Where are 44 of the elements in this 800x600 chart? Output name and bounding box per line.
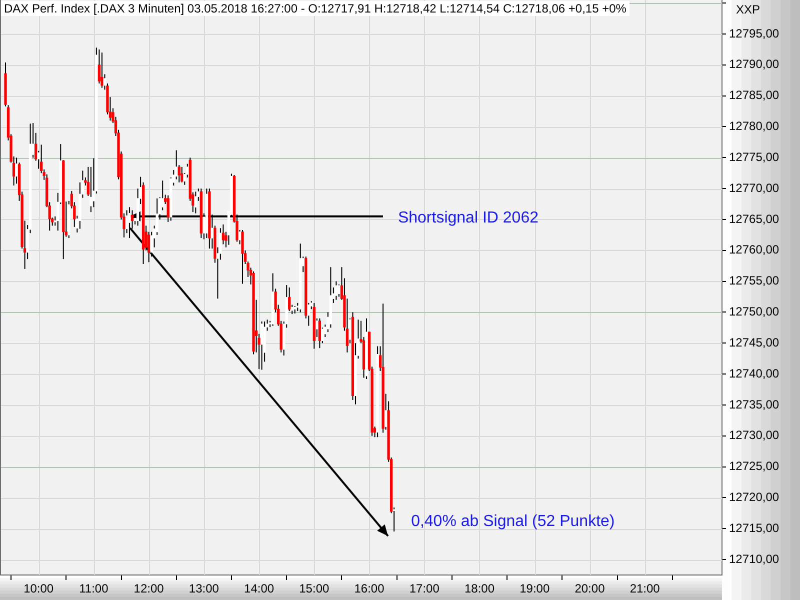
y-tick-label: 12745,00: [729, 335, 780, 350]
candlestick: [241, 230, 244, 284]
candlestick: [180, 166, 184, 183]
candlestick: [288, 287, 291, 312]
y-tick-label: 12765,00: [729, 212, 780, 226]
y-tick-label: 12770,00: [729, 180, 780, 195]
candlestick: [260, 321, 264, 370]
x-tick-label: 11:00: [79, 582, 109, 596]
candlestick: [334, 280, 338, 300]
annotation: 0,40% ab Signal (52 Punkte): [411, 512, 615, 530]
chart-title: DAX Perf. Index [.DAX 3 Minuten] 03.05.2018 16:27:00 - O:12717,91 H:12718,42 L:12714,54 C:12718,06 +0,15 +0%: [4, 1, 627, 16]
y-tick-label: 12780,00: [729, 119, 780, 134]
y-tick-label: 12730,00: [729, 428, 780, 442]
x-tick-label: 21:00: [630, 582, 660, 596]
x-tick-label: 10:00: [24, 582, 54, 596]
x-tick-label: 15:00: [299, 582, 330, 596]
y-tick-label: 12790,00: [729, 57, 780, 72]
y-tick-label: 12720,00: [729, 490, 780, 504]
y-tick-label: 12775,00: [729, 150, 780, 164]
x-tick-label: 19:00: [520, 582, 550, 596]
y-tick-label: 12760,00: [729, 242, 780, 257]
x-tick-label: 20:00: [574, 582, 606, 596]
annotation: Shortsignal ID 2062: [398, 209, 539, 226]
candlestick: [318, 318, 321, 349]
x-tick-label: 17:00: [409, 582, 440, 596]
y-tick-label: 12725,00: [729, 459, 780, 474]
candlestick: [321, 327, 324, 344]
y-tick-label: 12740,00: [729, 366, 780, 380]
y-tick-label: 12735,00: [729, 397, 780, 412]
candlestick: [194, 191, 197, 214]
x-tick-label: 12:00: [134, 582, 164, 596]
x-tick-label: 18:00: [464, 582, 495, 596]
y-axis-title: XXP: [736, 2, 760, 16]
y-tick-label: 12710,00: [729, 552, 780, 566]
y-tick-label: 12785,00: [729, 88, 780, 102]
x-tick-label: 13:00: [188, 582, 220, 596]
candlestick: [100, 52, 104, 88]
x-tick-label: 16:00: [354, 582, 385, 596]
y-tick-label: 12715,00: [729, 520, 780, 535]
y-tick-label: 12755,00: [729, 274, 780, 288]
candlestick: [125, 210, 128, 234]
y-tick-label: 12795,00: [729, 26, 780, 40]
x-tick-label: 14:00: [244, 582, 274, 596]
y-tick-label: 12750,00: [729, 304, 780, 319]
